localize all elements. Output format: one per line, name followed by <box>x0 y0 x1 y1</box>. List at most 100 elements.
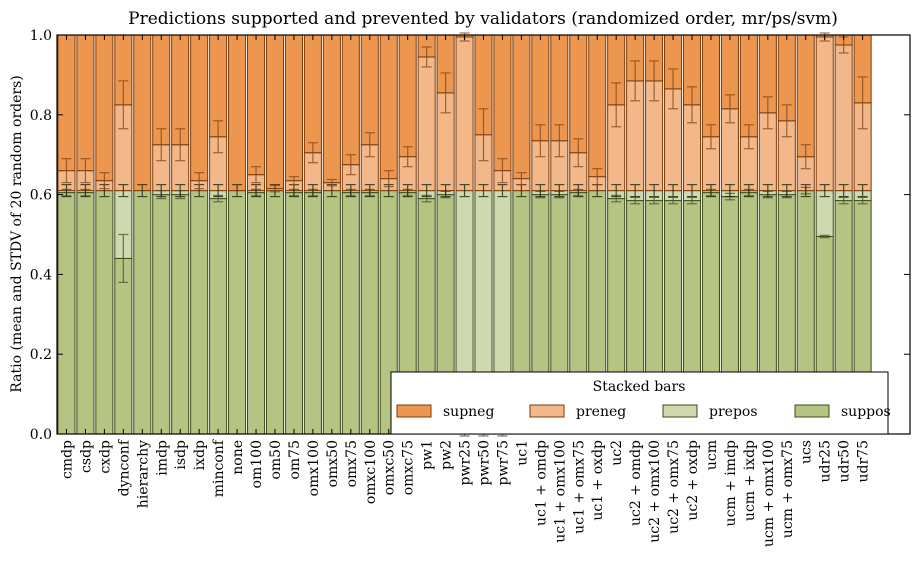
error-bar-prepos <box>611 184 622 198</box>
error-bar-prepos <box>668 184 679 198</box>
x-tick-label: udr50 <box>837 440 853 483</box>
bar-supneg <box>341 34 360 166</box>
error-bar-preneg <box>251 166 262 184</box>
error-bar-prepos <box>137 184 148 198</box>
error-bar-preneg <box>269 184 280 193</box>
legend-swatch-prepos <box>662 404 698 418</box>
error-bar-prepos <box>554 184 565 198</box>
error-bar-preneg <box>345 154 356 176</box>
x-tick-label: pwr25 <box>458 440 474 485</box>
error-bar-preneg <box>364 132 375 158</box>
x-tick-label: ucm + omx100 <box>761 440 777 547</box>
error-bar-prepos <box>838 184 849 198</box>
x-tick-label: minconf <box>211 438 227 497</box>
error-bar-preneg <box>668 68 679 110</box>
x-tick-label: dynconf <box>116 438 132 496</box>
x-tick-label: ucm + omx75 <box>780 440 796 538</box>
x-tick-label: pw2 <box>439 440 455 470</box>
error-bar-prepos <box>762 184 773 198</box>
bar-supneg <box>512 34 531 180</box>
error-bar-prepos <box>800 184 811 198</box>
error-bar-preneg <box>288 176 299 186</box>
y-tick-label: 0.8 <box>30 108 52 124</box>
x-tick-label: cxdp <box>97 440 113 474</box>
error-bar-prepos <box>421 184 432 198</box>
bar-suppos <box>228 190 247 435</box>
error-bar-preneg <box>156 128 167 162</box>
x-tick-label: pwr50 <box>477 440 493 485</box>
error-bar-prepos <box>364 184 375 198</box>
x-tick-label: omxc100 <box>363 440 379 504</box>
bar-supneg <box>190 34 209 182</box>
error-bar-prepos <box>156 184 167 198</box>
x-tick-label: isdp <box>173 440 189 470</box>
error-bar-prepos <box>118 184 129 198</box>
x-tick-label: ucs <box>799 440 815 464</box>
error-bar-prepos <box>857 184 868 198</box>
error-bar-preneg <box>326 178 337 187</box>
y-axis-label: Ratio (mean and STDV of 20 random orders… <box>9 75 25 392</box>
bar-suppos <box>284 192 303 435</box>
x-tick-label: imdp <box>154 440 170 476</box>
error-bar-preneg <box>573 138 584 168</box>
error-bar-prepos <box>232 184 243 198</box>
error-bar-suppos <box>118 233 129 283</box>
bar-suppos <box>341 192 360 435</box>
bar-supneg <box>379 34 398 180</box>
error-bar-preneg <box>857 76 868 130</box>
bar-supneg <box>133 34 152 192</box>
bar-supneg <box>265 34 285 190</box>
x-tick-label: csdp <box>78 440 94 473</box>
error-bar-preneg <box>307 142 318 164</box>
error-bar-preneg <box>194 172 205 190</box>
error-bar-prepos <box>573 184 584 198</box>
chart-title: Predictions supported and prevented by v… <box>128 9 838 29</box>
error-bar-prepos <box>251 184 262 198</box>
error-bar-preneg <box>781 104 792 138</box>
error-bar-preneg <box>118 80 129 130</box>
error-bar-suppos <box>630 196 641 205</box>
error-bar-prepos <box>213 184 224 198</box>
legend-label-supneg: supneg <box>443 404 494 420</box>
error-bar-preneg <box>421 46 432 68</box>
x-tick-label: omx50 <box>325 440 341 487</box>
error-bar-suppos <box>668 196 679 205</box>
error-bar-suppos <box>819 234 830 239</box>
error-bar-suppos <box>649 196 660 205</box>
error-bar-prepos <box>478 184 489 198</box>
x-tick-label: uc2 + oxdp <box>685 440 701 521</box>
error-bar-prepos <box>781 184 792 198</box>
bar-supneg <box>739 34 758 138</box>
error-bar-prepos <box>705 184 716 198</box>
x-tick-label: uc2 + omdp <box>628 440 644 526</box>
legend-swatch-supneg <box>396 404 432 418</box>
x-tick-label: ucm + ixdp <box>742 440 758 521</box>
error-bar-preneg <box>743 124 754 150</box>
error-bar-preneg <box>61 158 72 184</box>
bar-suppos <box>76 192 95 435</box>
bar-supneg <box>588 34 607 178</box>
bar-suppos <box>190 190 209 435</box>
bar-prepos <box>815 190 834 237</box>
error-bar-preneg <box>478 108 489 162</box>
x-tick-label: uc2 <box>609 440 625 466</box>
x-tick-label: omx75 <box>344 440 360 487</box>
bar-supneg <box>398 34 417 158</box>
y-tick-label: 0.4 <box>30 267 52 283</box>
bar-supneg <box>95 34 114 182</box>
error-bar-preneg <box>80 158 91 184</box>
bar-suppos <box>133 190 152 435</box>
x-tick-label: uc2 + omx100 <box>647 440 663 543</box>
legend-label-preneg: preneg <box>576 404 626 420</box>
error-bar-preneg <box>535 124 546 158</box>
y-tick-label: 0.0 <box>30 427 52 443</box>
error-bar-prepos <box>724 184 735 198</box>
x-tick-label: omxc75 <box>401 440 417 495</box>
error-bar-prepos <box>630 184 641 198</box>
bar-preneg <box>834 44 853 192</box>
bar-supneg <box>493 34 512 172</box>
x-tick-label: uc2 + omx75 <box>666 440 682 534</box>
bar-supneg <box>796 34 815 158</box>
bar-suppos <box>322 190 341 435</box>
